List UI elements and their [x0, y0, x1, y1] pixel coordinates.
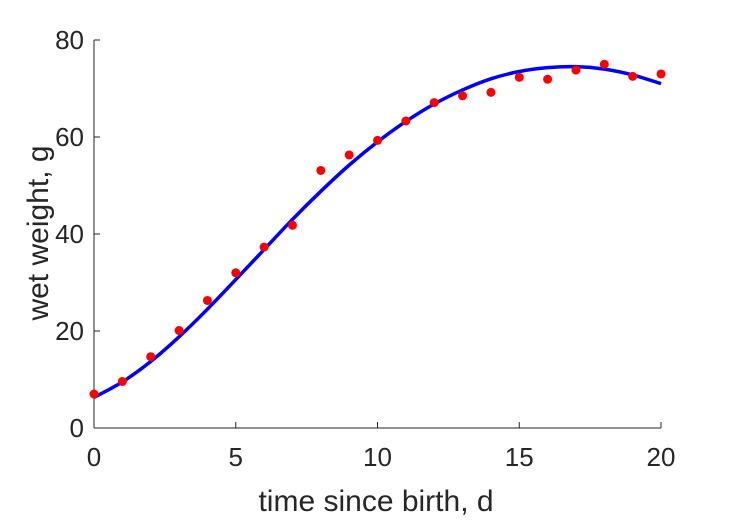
data-point	[599, 59, 609, 69]
x-tick-label: 15	[505, 442, 534, 472]
plot-marks	[89, 59, 666, 399]
y-axis-label: wet weight, g	[22, 145, 55, 321]
fit-line	[93, 64, 662, 399]
y-tick-label: 40	[55, 219, 84, 249]
data-point	[89, 389, 99, 399]
data-point	[429, 98, 439, 108]
x-axis-label: time since birth, d	[258, 485, 493, 518]
data-point	[486, 87, 496, 97]
data-point	[259, 242, 269, 252]
data-point	[514, 72, 524, 82]
data-point	[656, 69, 666, 79]
data-point	[373, 135, 382, 145]
x-tick-label: 10	[363, 442, 392, 472]
data-point	[117, 376, 127, 386]
data-point	[287, 220, 297, 230]
x-tick-label: 0	[87, 442, 101, 472]
axes	[93, 39, 662, 429]
data-point	[458, 91, 468, 101]
data-point	[146, 352, 156, 362]
y-tick-label: 20	[55, 316, 84, 346]
data-point	[202, 295, 212, 305]
y-tick-label: 0	[70, 413, 84, 443]
y-tick-label: 80	[55, 25, 84, 55]
data-point	[543, 74, 553, 84]
y-tick-label: 60	[55, 122, 84, 152]
data-point	[344, 150, 354, 160]
data-point	[174, 326, 184, 336]
tick-labels: 0 5 10 15 20 0 20 40 60 80	[55, 25, 675, 472]
data-point	[401, 116, 411, 126]
x-tick-label: 20	[647, 442, 676, 472]
data-point	[628, 71, 638, 81]
data-point	[231, 268, 241, 278]
data-point	[316, 165, 326, 175]
data-point	[571, 65, 581, 75]
x-tick-label: 5	[229, 442, 243, 472]
